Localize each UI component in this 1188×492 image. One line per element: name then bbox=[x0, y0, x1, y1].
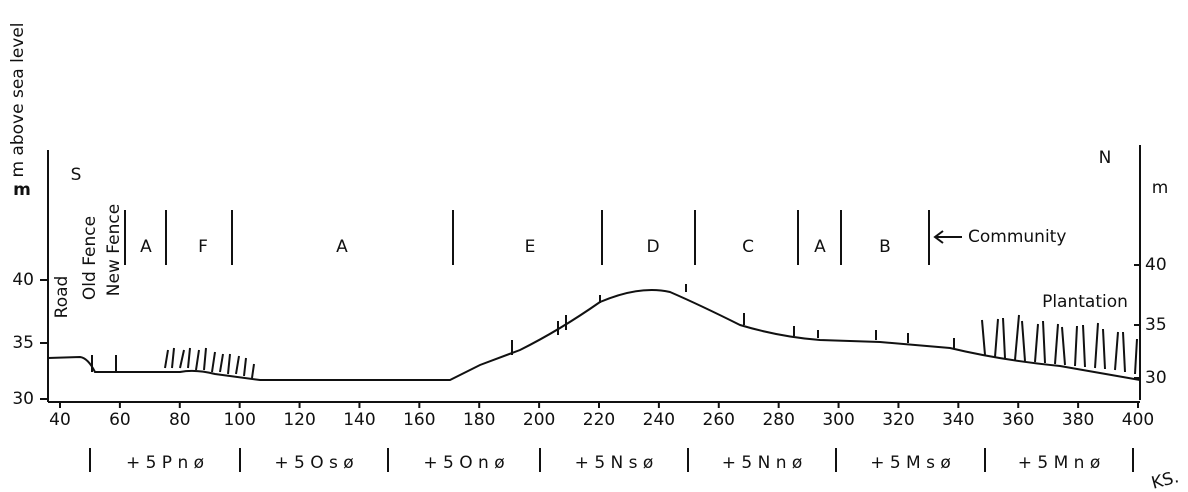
x-tick-label: 360 bbox=[1002, 410, 1034, 430]
zone-label: F bbox=[198, 237, 208, 257]
code-label: + 5 N s ø bbox=[575, 453, 654, 473]
new-fence-label: New Fence bbox=[104, 204, 124, 296]
south-label: S bbox=[71, 165, 82, 185]
x-tick-label: 320 bbox=[882, 410, 914, 430]
zone-label: A bbox=[336, 237, 348, 257]
zone-label: C bbox=[742, 237, 754, 257]
x-tick-label: 180 bbox=[463, 410, 495, 430]
x-tick-label: 140 bbox=[343, 410, 375, 430]
x-tick-label: 160 bbox=[403, 410, 435, 430]
left-unit: m bbox=[13, 180, 31, 200]
community-label: Community bbox=[968, 227, 1066, 247]
road-label: Road bbox=[52, 276, 72, 319]
zone-label: B bbox=[879, 237, 891, 257]
old-fence-label: Old Fence bbox=[80, 216, 100, 300]
axis-title: m above sea level bbox=[8, 22, 28, 177]
x-tick-label: 60 bbox=[109, 410, 131, 430]
zone-label: A bbox=[814, 237, 826, 257]
x-tick-label: 380 bbox=[1062, 410, 1094, 430]
right-tick-label: 35 bbox=[1145, 315, 1167, 335]
x-tick-label: 400 bbox=[1122, 410, 1154, 430]
community-arrow-head bbox=[933, 230, 944, 244]
left-tick-label: 40 bbox=[12, 270, 34, 290]
north-label: N bbox=[1099, 148, 1112, 168]
x-tick-label: 300 bbox=[822, 410, 854, 430]
code-label: + 5 O s ø bbox=[274, 453, 353, 473]
left-tick-label: 30 bbox=[12, 389, 34, 409]
initials: KS. bbox=[1149, 467, 1181, 492]
right-tick-label: 30 bbox=[1145, 368, 1167, 388]
code-label: + 5 N n ø bbox=[722, 453, 803, 473]
zone-label: D bbox=[646, 237, 659, 257]
vegetation bbox=[164, 284, 1138, 379]
x-tick-label: 240 bbox=[643, 410, 675, 430]
plantation-label: Plantation bbox=[1042, 292, 1128, 312]
right-tick-label: 40 bbox=[1145, 255, 1167, 275]
x-tick-label: 340 bbox=[942, 410, 974, 430]
code-label: + 5 M n ø bbox=[1018, 453, 1101, 473]
x-tick-label: 100 bbox=[223, 410, 255, 430]
x-tick-label: 40 bbox=[49, 410, 71, 430]
zone-label: A bbox=[140, 237, 152, 257]
x-tick-label: 280 bbox=[762, 410, 794, 430]
left-tick-label: 35 bbox=[12, 333, 34, 353]
code-label: + 5 P n ø bbox=[126, 453, 204, 473]
x-tick-label: 80 bbox=[169, 410, 191, 430]
x-tick-label: 200 bbox=[523, 410, 555, 430]
terrain-profile bbox=[47, 289, 1141, 381]
code-label: + 5 M s ø bbox=[870, 453, 951, 473]
x-tick-label: 220 bbox=[583, 410, 615, 430]
x-tick-label: 260 bbox=[703, 410, 735, 430]
x-tick-label: 120 bbox=[283, 410, 315, 430]
zone-label: E bbox=[525, 237, 536, 257]
right-unit: m bbox=[1152, 178, 1169, 198]
code-label: + 5 O n ø bbox=[423, 453, 504, 473]
